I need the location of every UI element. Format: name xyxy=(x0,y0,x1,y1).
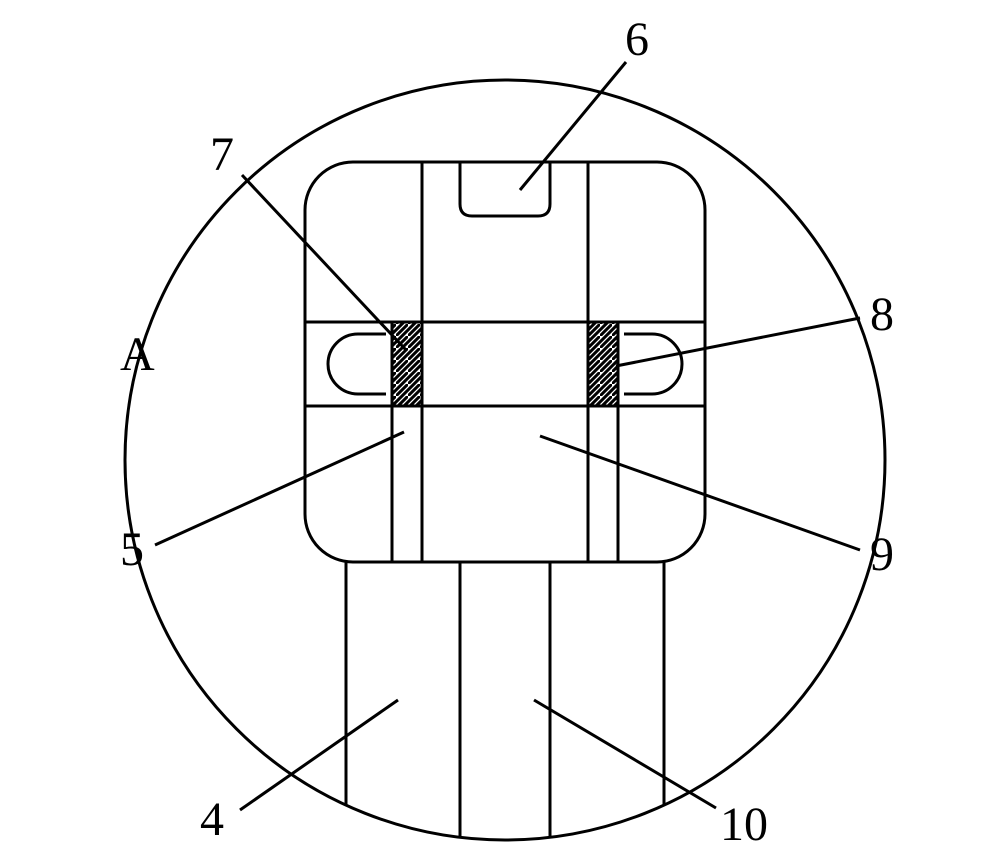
leader-line xyxy=(155,432,404,545)
callout-label: 6 xyxy=(625,13,649,66)
callout-label: 5 xyxy=(120,523,144,576)
callout-label: 7 xyxy=(210,128,234,181)
knob xyxy=(328,334,386,394)
callout-label: A xyxy=(120,328,155,381)
leader-line xyxy=(242,175,406,350)
callout-label: 9 xyxy=(870,528,894,581)
callout-label: 8 xyxy=(870,288,894,341)
hatch-right xyxy=(588,322,618,406)
callout-label: 10 xyxy=(720,798,768,851)
hatch-left xyxy=(392,322,422,406)
callout-label: 4 xyxy=(200,793,224,846)
detail-circle xyxy=(125,80,885,840)
leader-line xyxy=(534,700,716,808)
leader-line xyxy=(616,318,860,366)
housing-outline xyxy=(305,162,705,562)
